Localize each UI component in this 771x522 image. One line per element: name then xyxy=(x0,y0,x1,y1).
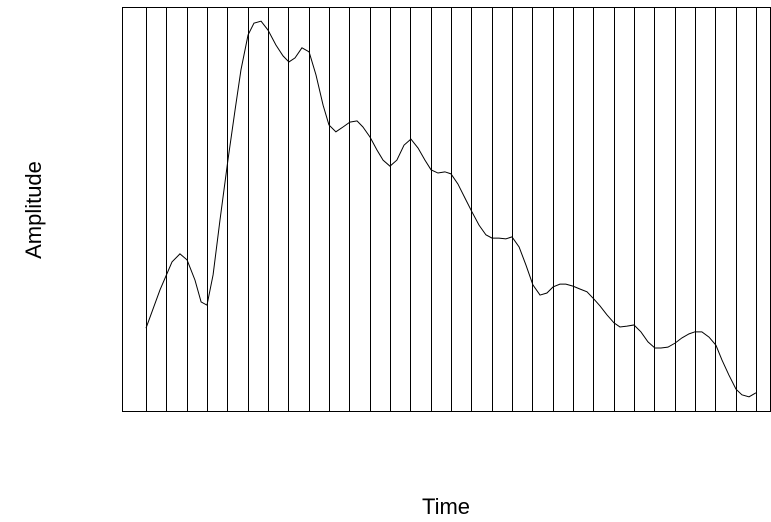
x-axis-label: Time xyxy=(422,494,470,519)
y-axis-label: Amplitude xyxy=(21,161,46,259)
grid-layer xyxy=(146,7,757,411)
series-layer xyxy=(145,20,757,398)
plot-frame xyxy=(122,7,771,412)
data-line xyxy=(145,20,757,398)
